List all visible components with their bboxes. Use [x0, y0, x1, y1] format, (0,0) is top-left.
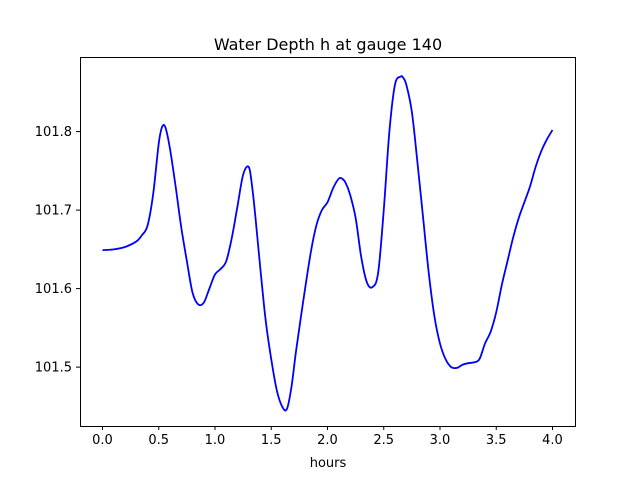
chart-title: Water Depth h at gauge 140: [214, 35, 442, 54]
x-axis-ticks: 0.0 0.5 1.0 1.5 2.0 2.5 3.0 3.5 4.0: [92, 426, 563, 448]
x-tick-label: 1.5: [261, 433, 282, 448]
x-tick-label: 3.0: [430, 433, 451, 448]
x-axis-label: hours: [310, 456, 347, 471]
y-tick-label: 101.7: [35, 204, 72, 219]
x-tick-label: 0.0: [92, 433, 113, 448]
y-tick-label: 101.5: [35, 361, 72, 376]
plot-frame: [80, 57, 576, 427]
x-tick-label: 2.0: [317, 433, 338, 448]
x-tick-label: 0.5: [148, 433, 169, 448]
y-axis-ticks: 101.5 101.6 101.7 101.8: [35, 125, 80, 376]
x-tick-label: 1.0: [205, 433, 226, 448]
plot-area: [102, 75, 554, 412]
y-tick-label: 101.6: [35, 282, 72, 297]
series-line-0: [102, 75, 554, 412]
y-tick-label: 101.8: [35, 125, 72, 140]
x-tick-label: 2.5: [373, 433, 394, 448]
x-tick-label: 4.0: [542, 433, 563, 448]
x-tick-label: 3.5: [486, 433, 507, 448]
